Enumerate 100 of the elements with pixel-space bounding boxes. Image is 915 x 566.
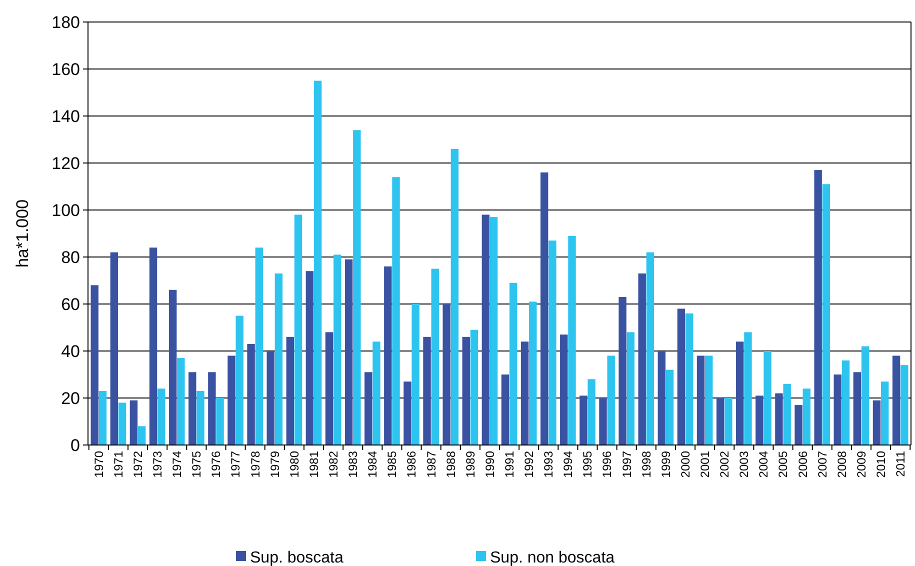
bar: [462, 336, 470, 445]
bar: [431, 268, 439, 445]
y-tick-label: 40: [61, 342, 80, 361]
bar: [705, 356, 713, 445]
bar: [501, 374, 510, 445]
x-tick-label: 1970: [92, 450, 106, 478]
bar: [118, 402, 126, 445]
bar: [334, 254, 342, 445]
x-tick-label: 2006: [796, 450, 810, 478]
x-tick-label: 1991: [502, 450, 516, 478]
y-tick-label: 100: [52, 200, 80, 220]
bar: [482, 214, 490, 445]
legend-label: Sup. non boscata: [490, 550, 615, 566]
bar: [658, 351, 666, 445]
bar: [783, 384, 791, 445]
x-tick-label: 1990: [482, 450, 497, 478]
x-tick-label: 2001: [698, 450, 712, 478]
bar: [880, 382, 889, 445]
x-tick-label: 1997: [620, 450, 634, 478]
bar: [666, 370, 674, 445]
x-tick-label: 1992: [522, 450, 536, 478]
y-tick-label: 80: [61, 248, 80, 267]
bar: [892, 356, 900, 445]
x-tick-label: 1974: [170, 450, 184, 478]
bar: [423, 336, 431, 445]
bar: [677, 308, 686, 445]
bar: [822, 184, 830, 445]
y-tick-label: 20: [61, 388, 80, 408]
legend-label: Sup. boscata: [250, 550, 344, 566]
bar: [247, 344, 255, 445]
bar: [696, 356, 705, 445]
bar: [196, 390, 204, 445]
x-tick-label: 1978: [248, 450, 262, 478]
bar: [529, 302, 537, 445]
x-tick-label: 1984: [366, 450, 380, 478]
bar: [685, 313, 694, 445]
y-tick-label: 120: [52, 154, 80, 173]
y-tick-label: 160: [52, 60, 80, 79]
bar: [764, 351, 772, 445]
bar: [509, 282, 518, 445]
bar: [344, 259, 353, 445]
bar: [110, 252, 118, 445]
x-tick-label: 1985: [385, 450, 400, 478]
bar: [266, 351, 274, 445]
x-tick-label: 1994: [561, 450, 576, 478]
bar: [520, 342, 529, 445]
x-tick-label: 2008: [834, 450, 849, 478]
bar: [853, 372, 862, 445]
bar: [861, 346, 870, 445]
x-tick-label: 1987: [424, 450, 438, 478]
x-tick-label: 1996: [600, 450, 614, 478]
bar: [744, 332, 752, 445]
bar: [314, 80, 322, 445]
bar: [626, 332, 634, 445]
x-tick-label: 2011: [894, 450, 908, 477]
x-tick-label: 2010: [874, 450, 888, 478]
bar: [814, 170, 822, 445]
x-tick-label: 1998: [639, 450, 654, 478]
bar: [90, 285, 98, 445]
bar: [384, 266, 392, 445]
bar: [149, 248, 158, 445]
bar: [794, 405, 802, 445]
y-tick-label: 60: [61, 294, 80, 314]
bar: [158, 388, 166, 445]
x-tick-label: 2004: [756, 450, 771, 478]
x-tick-label: 1980: [287, 450, 302, 478]
bar: [736, 342, 744, 445]
bar: [470, 330, 478, 445]
bar: [98, 390, 107, 445]
bar: [130, 400, 138, 445]
x-tick-label: 1989: [463, 450, 478, 478]
x-tick-label: 2000: [678, 450, 692, 478]
bar: [274, 273, 283, 445]
bar: [412, 304, 420, 445]
x-tick-label: 2003: [737, 450, 752, 478]
x-tick-label: 1973: [150, 450, 165, 478]
bar: [442, 304, 450, 445]
bar: [588, 379, 596, 445]
bar: [490, 217, 498, 445]
bar: [294, 214, 302, 445]
bar: [372, 342, 380, 445]
bar: [646, 252, 654, 445]
bar: [168, 290, 177, 445]
bar: [208, 372, 216, 445]
x-tick-label: 1986: [404, 450, 419, 478]
bar: [842, 360, 850, 445]
x-tick-label: 1995: [580, 450, 595, 478]
x-tick-label: 2005: [776, 450, 790, 478]
x-tick-label: 1982: [326, 450, 340, 478]
bar: [580, 396, 588, 445]
x-tick-label: 1971: [111, 450, 126, 478]
bar: [802, 388, 810, 445]
bar: [325, 332, 334, 445]
x-tick-label: 1999: [658, 450, 673, 478]
bar: [450, 148, 459, 445]
x-tick-label: 1977: [228, 450, 243, 478]
x-tick-label: 1981: [306, 450, 321, 478]
y-tick-label: 140: [52, 106, 80, 126]
bar: [236, 316, 244, 445]
bar: [404, 382, 412, 445]
